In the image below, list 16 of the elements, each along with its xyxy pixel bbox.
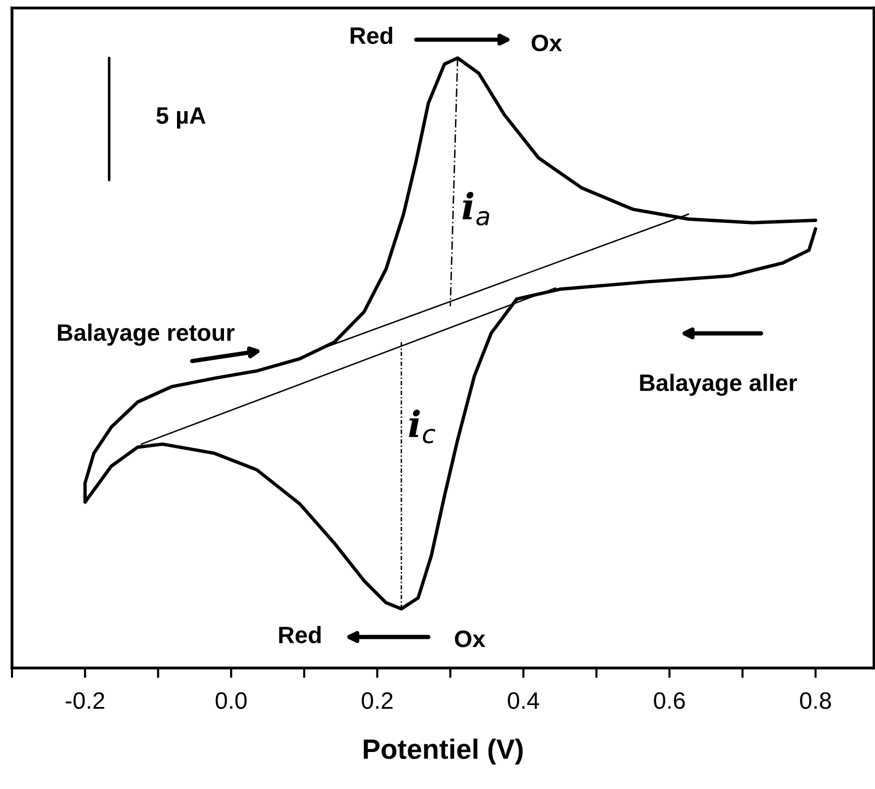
x-tick-label: -0.2 [66, 692, 104, 709]
annotation: Red [279, 626, 321, 644]
annotation: Balayage aller [640, 374, 798, 396]
annotation: Balayage retour [58, 324, 234, 346]
text: Ox [532, 34, 562, 52]
text: Red [350, 26, 392, 44]
x-tick-label: 0.8 [800, 692, 831, 709]
annotation: i$_{c}$ [408, 410, 436, 444]
x-tick-label: 0.2 [362, 692, 392, 709]
x-tick-label: 0.6 [654, 692, 685, 709]
annotation: 5 µA [156, 107, 206, 129]
x-tick-label: 0.4 [508, 692, 540, 709]
annotation: i$_{a}$ [462, 192, 490, 226]
x-tick-label: 0.0 [216, 692, 247, 709]
annotation: Ox [454, 630, 486, 648]
x-axis-title: Potentiel (V) [364, 738, 523, 765]
